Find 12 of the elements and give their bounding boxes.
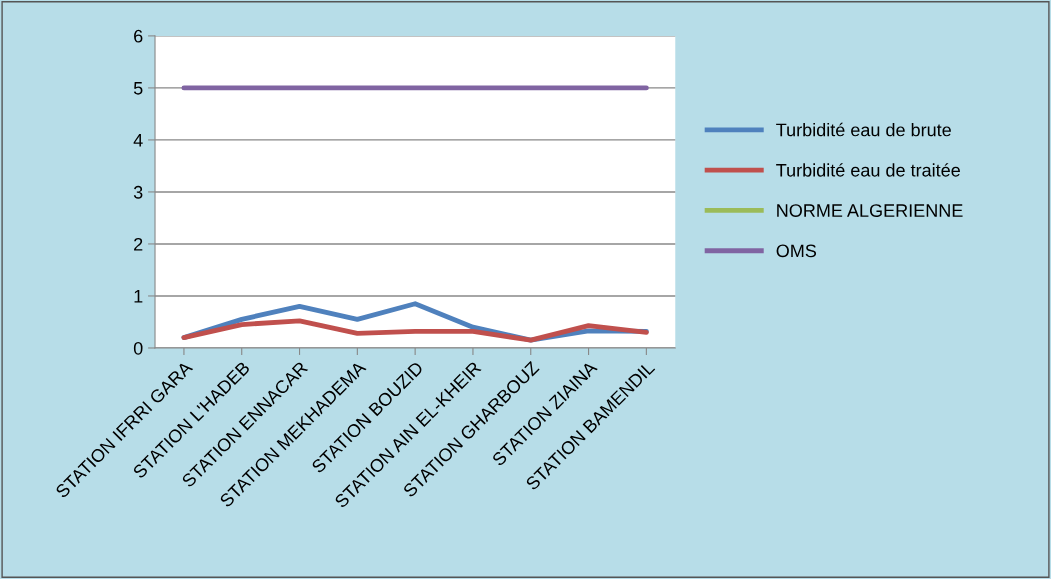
y-tick-label: 1 [134, 290, 143, 303]
legend-label: OMS [776, 244, 817, 258]
y-tick-label: 0 [133, 341, 143, 355]
y-tick-label: 2 [134, 237, 143, 251]
y-tick-label: 5 [133, 82, 143, 95]
line-series [181, 318, 649, 343]
y-tick-label: 4 [133, 134, 143, 147]
legend-label: NORME ALGERIENNE [777, 204, 963, 217]
legend-label: Turbidité eau de brute [776, 122, 951, 137]
legend-label: Turbidité eau de traitée [776, 163, 960, 177]
y-tick-label: 6 [134, 29, 143, 43]
y-tick-label: 3 [133, 185, 143, 199]
